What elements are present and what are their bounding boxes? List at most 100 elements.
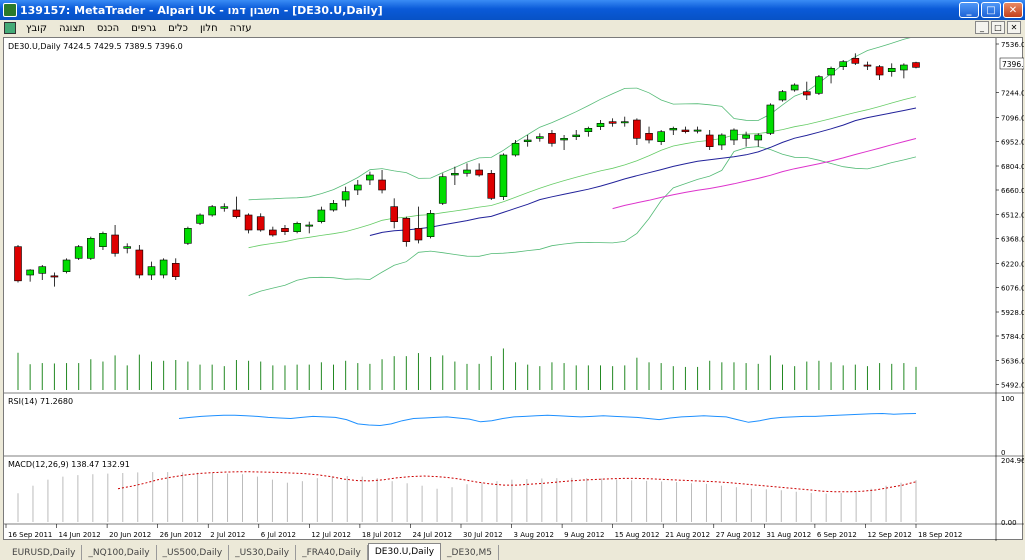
tab-de30u[interactable]: DE30.U,Daily [367, 543, 442, 560]
bear-candle [487, 173, 496, 199]
time-tick-label: 12 Jul 2012 [311, 531, 351, 539]
tab-de30-m5[interactable]: _DE30,M5 [441, 545, 499, 560]
moving-average-magenta [612, 138, 917, 210]
chart-window-controls: _ □ ✕ [975, 21, 1021, 34]
close-button[interactable]: ✕ [1003, 2, 1023, 18]
bull-candle [147, 266, 156, 276]
time-tick-label: 24 Jul 2012 [412, 531, 452, 539]
time-tick-label: 9 Aug 2012 [564, 531, 604, 539]
time-tick-label: 20 Jun 2012 [109, 531, 151, 539]
bull-candle [742, 134, 750, 139]
bull-candle [293, 223, 301, 232]
bull-candle [693, 129, 702, 132]
rsi-tick-label: 0 [1001, 449, 1005, 457]
bull-candle [208, 206, 216, 216]
bull-candle [596, 123, 605, 127]
bull-candle [123, 246, 132, 249]
chart-minimize-button[interactable]: _ [975, 21, 989, 34]
bull-candle [26, 269, 34, 276]
tab-eurusd[interactable]: EURUSD,Daily [6, 545, 83, 560]
chart-tabs: EURUSD,Daily _NQ100,Daily _US500,Daily _… [0, 541, 1025, 560]
bear-candle [875, 66, 884, 76]
menu-charts[interactable]: גרפים [131, 22, 157, 34]
rsi-label: RSI(14) 71.2680 [8, 397, 73, 406]
bear-candle [681, 129, 690, 132]
bull-candle [523, 139, 532, 142]
bull-candle [463, 169, 471, 174]
chart-window-icon[interactable] [4, 22, 16, 34]
bear-candle [402, 218, 411, 242]
time-tick-label: 30 Jul 2012 [463, 531, 503, 539]
grid-lines [4, 392, 1024, 525]
chart-close-button[interactable]: ✕ [1007, 21, 1021, 34]
bull-candle [366, 174, 374, 181]
price-tick-label: 5928.0 [1001, 309, 1024, 317]
time-tick-label: 12 Sep 2012 [867, 531, 911, 539]
chart-area[interactable]: 7536.0 7244.0 7096.0 6952.0 6804.0 6660.0 6512… [3, 35, 1025, 541]
tab-fra40[interactable]: _FRA40,Daily [296, 545, 368, 560]
bull-candle [87, 238, 95, 259]
price-tick-label: 5636.0 [1001, 358, 1024, 366]
bull-candle [730, 129, 738, 141]
bull-candle [62, 259, 71, 272]
bull-candle [305, 224, 314, 227]
chart-restore-button[interactable]: □ [991, 21, 1005, 34]
menu-tools[interactable]: כלים [168, 22, 188, 34]
bear-candle [863, 64, 872, 67]
chart-canvas[interactable]: 7536.0 7244.0 7096.0 6952.0 6804.0 6660.0 6512… [4, 35, 1025, 541]
price-tick-label: 7536.0 [1001, 41, 1024, 49]
title-bar[interactable]: 139157: MetaTrader - Alpari UK - חשבון ד… [0, 0, 1025, 20]
bollinger-middle [248, 96, 917, 249]
price-tick-label: 6952.0 [1001, 138, 1024, 146]
bear-candle [548, 133, 556, 144]
time-tick-label: 14 Jun 2012 [59, 531, 101, 539]
price-tick-label: 5784.0 [1001, 333, 1024, 341]
time-tick-label: 18 Jul 2012 [362, 531, 402, 539]
bull-candle [220, 206, 229, 209]
macd-panel: 204.96 0.00 [17, 457, 1025, 527]
tab-nq100[interactable]: _NQ100,Daily [82, 545, 157, 560]
menu-view[interactable]: תצוגה [59, 22, 85, 34]
bear-candle [171, 263, 180, 277]
rsi-panel: 100 0 [178, 395, 1014, 457]
bear-candle [50, 275, 59, 278]
bull-candle [620, 121, 629, 124]
price-tick-label: 6512.0 [1001, 212, 1024, 220]
bull-candle [657, 131, 665, 142]
bear-candle [390, 206, 398, 222]
candles [14, 53, 920, 287]
time-axis: 16 Sep 2011 14 Jun 2012 20 Jun 2012 26 Jun … [5, 524, 962, 539]
current-price-label: 7396.0 [1002, 60, 1024, 69]
menu-insert[interactable]: הכנס [96, 22, 120, 34]
bear-candle [608, 121, 617, 124]
time-tick-label: 6 Sep 2012 [817, 531, 857, 539]
menu-window[interactable]: חלון [199, 22, 218, 34]
maximize-button[interactable]: □ [981, 2, 1001, 18]
price-tick-label: 7244.0 [1001, 90, 1024, 98]
bull-candle [839, 61, 847, 67]
bull-candle [827, 68, 835, 76]
bull-candle [584, 128, 593, 132]
rsi-tick-label: 100 [1001, 395, 1014, 403]
menu-file[interactable]: קובץ [26, 22, 47, 34]
bull-candle [74, 246, 83, 259]
bull-candle [887, 68, 896, 72]
moving-average-blue [369, 107, 917, 236]
price-tick-label: 6368.0 [1001, 236, 1024, 244]
bull-candle [790, 84, 799, 91]
bull-candle [900, 64, 908, 71]
bull-candle [499, 154, 508, 197]
tab-us500[interactable]: _US500,Daily [157, 545, 230, 560]
bull-candle [426, 213, 435, 237]
bear-candle [281, 228, 289, 232]
bear-candle [802, 91, 811, 96]
minimize-button[interactable]: _ [959, 2, 979, 18]
time-tick-label: 3 Aug 2012 [514, 531, 554, 539]
bull-candle [329, 203, 338, 211]
time-tick-label: 2 Jul 2012 [210, 531, 245, 539]
tab-us30[interactable]: _US30,Daily [229, 545, 297, 560]
macd-label: MACD(12,26,9) 138.47 132.91 [8, 460, 130, 469]
menu-help[interactable]: עזרה [229, 22, 252, 34]
price-axis: 7536.0 7244.0 7096.0 6952.0 6804.0 6660.0 6512… [995, 38, 1025, 541]
menu-bar: קובץ תצוגה הכנס גרפים כלים חלון עזרה _ □… [0, 20, 1025, 36]
